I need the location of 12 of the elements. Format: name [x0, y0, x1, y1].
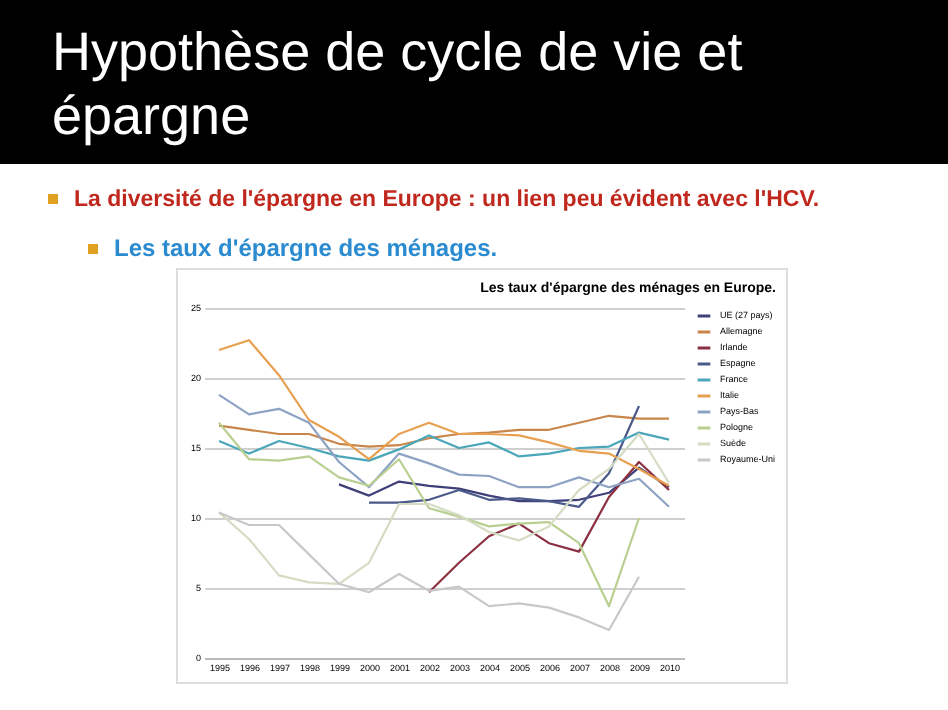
- line-series: [217, 393, 671, 508]
- line-series: [217, 414, 671, 448]
- text: Les taux d'épargne des ménages.: [114, 234, 498, 262]
- text: La diversité de l'épargne en Europe : un lien peu évident avec l'HCV.: [74, 188, 820, 212]
- line-series: [427, 460, 671, 594]
- line-series: [217, 339, 671, 487]
- line-series: [367, 404, 641, 508]
- line-series: [217, 431, 671, 462]
- line-series: [337, 466, 671, 503]
- line-series: [217, 421, 641, 608]
- text: Hypothèse de cycle de vie et épargne: [0, 0, 948, 164]
- line-series: [217, 432, 671, 585]
